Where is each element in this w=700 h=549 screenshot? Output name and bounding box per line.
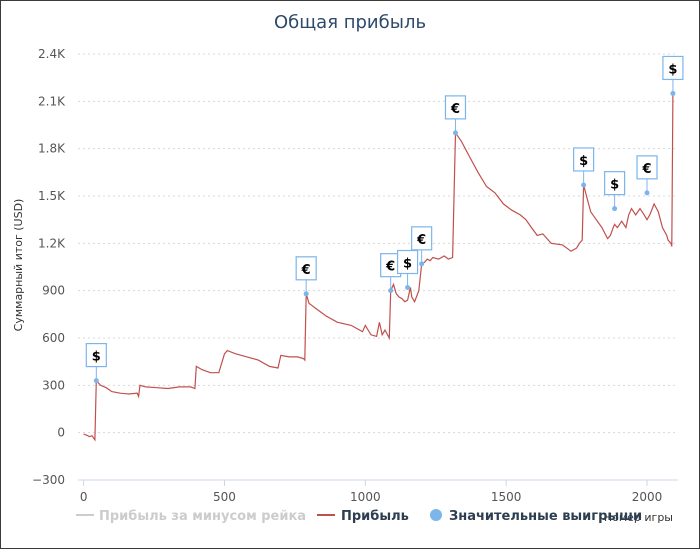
big-win-marker[interactable]: € bbox=[411, 226, 433, 267]
grid bbox=[78, 53, 678, 481]
legend-item-big-wins[interactable]: Значительные выигрыши bbox=[430, 509, 642, 524]
y-tick-label: 2.1K bbox=[38, 94, 66, 108]
series-line-profit bbox=[83, 93, 674, 442]
big-wins-markers: $ € € $ € € $ $ € $ bbox=[85, 55, 684, 384]
y-tick-label: 900 bbox=[42, 284, 65, 298]
big-win-marker[interactable]: € bbox=[444, 95, 467, 136]
legend-label-big-wins: Значительные выигрыши bbox=[449, 509, 642, 524]
big-win-marker[interactable]: € bbox=[636, 155, 658, 196]
big-win-point[interactable] bbox=[644, 190, 650, 196]
big-win-point[interactable] bbox=[419, 261, 425, 267]
legend-label-profit: Прибыль bbox=[341, 509, 409, 524]
y-tick-label: 600 bbox=[42, 331, 65, 345]
marker-flag bbox=[636, 155, 658, 180]
marker-symbol: € bbox=[385, 260, 395, 275]
marker-flag bbox=[573, 147, 595, 172]
x-tick-label: 2000 bbox=[632, 490, 663, 504]
big-win-marker[interactable]: € bbox=[295, 256, 317, 297]
marker-symbol: $ bbox=[403, 257, 412, 272]
big-win-point[interactable] bbox=[93, 378, 99, 384]
marker-symbol: € bbox=[641, 162, 651, 177]
marker-symbol: $ bbox=[668, 62, 677, 77]
marker-flag bbox=[295, 256, 317, 281]
big-win-marker[interactable]: $ bbox=[396, 249, 419, 291]
legend-item-rake[interactable]: Прибыль за минусом рейка bbox=[76, 509, 306, 524]
marker-symbol: € bbox=[450, 102, 460, 117]
marker-symbol: € bbox=[301, 263, 311, 278]
x-tick-label: 0 bbox=[80, 490, 88, 504]
marker-flag bbox=[604, 171, 626, 196]
big-win-point[interactable] bbox=[612, 206, 618, 212]
chart-title: Общая прибыль bbox=[274, 12, 426, 33]
legend-item-profit[interactable]: Прибыль bbox=[317, 509, 409, 524]
big-win-marker[interactable]: € bbox=[380, 253, 402, 294]
big-win-point[interactable] bbox=[303, 291, 309, 297]
y-tick-label: 1.8K bbox=[38, 142, 66, 156]
y-axis-ticks: −300 0 300 600 900 1.2K 1.5K 1.8K 2.1K 2.4K bbox=[32, 47, 66, 487]
x-axis-label: Номер игры bbox=[604, 511, 673, 524]
legend-label-rake: Прибыль за минусом рейка bbox=[99, 509, 306, 524]
marker-symbol: $ bbox=[610, 178, 619, 193]
big-win-marker[interactable]: $ bbox=[604, 171, 626, 212]
marker-flag bbox=[411, 226, 433, 251]
big-win-point[interactable] bbox=[670, 90, 676, 96]
y-tick-label: 0 bbox=[57, 426, 65, 440]
x-tick-label: 500 bbox=[213, 490, 236, 504]
y-tick-label: 2.4K bbox=[38, 47, 66, 61]
marker-symbol: $ bbox=[579, 154, 588, 169]
marker-flag bbox=[444, 95, 467, 120]
y-tick-label: 1.2K bbox=[38, 236, 66, 250]
legend: Прибыль за минусом рейка Прибыль Значите… bbox=[76, 509, 642, 524]
big-win-point[interactable] bbox=[388, 288, 394, 294]
big-win-point[interactable] bbox=[581, 182, 587, 188]
x-axis-ticks: 0 500 1000 1500 2000 bbox=[80, 480, 662, 504]
big-win-point[interactable] bbox=[405, 285, 411, 291]
marker-flag bbox=[662, 55, 684, 81]
marker-symbol: € bbox=[416, 233, 426, 248]
y-tick-label: −300 bbox=[32, 473, 65, 487]
x-tick-label: 1000 bbox=[350, 490, 381, 504]
marker-flag bbox=[396, 249, 419, 275]
big-win-marker[interactable]: $ bbox=[662, 55, 684, 96]
big-win-marker[interactable]: $ bbox=[85, 343, 107, 384]
marker-flag bbox=[85, 343, 107, 368]
marker-symbol: $ bbox=[92, 350, 101, 365]
y-tick-label: 1.5K bbox=[38, 189, 66, 203]
big-win-point[interactable] bbox=[452, 130, 458, 136]
y-axis-label: Суммарный итог (USD) bbox=[12, 199, 25, 332]
legend-swatch-big-wins bbox=[430, 509, 442, 521]
big-win-marker[interactable]: $ bbox=[573, 147, 595, 188]
y-tick-label: 300 bbox=[42, 378, 65, 392]
x-tick-label: 1500 bbox=[491, 490, 522, 504]
